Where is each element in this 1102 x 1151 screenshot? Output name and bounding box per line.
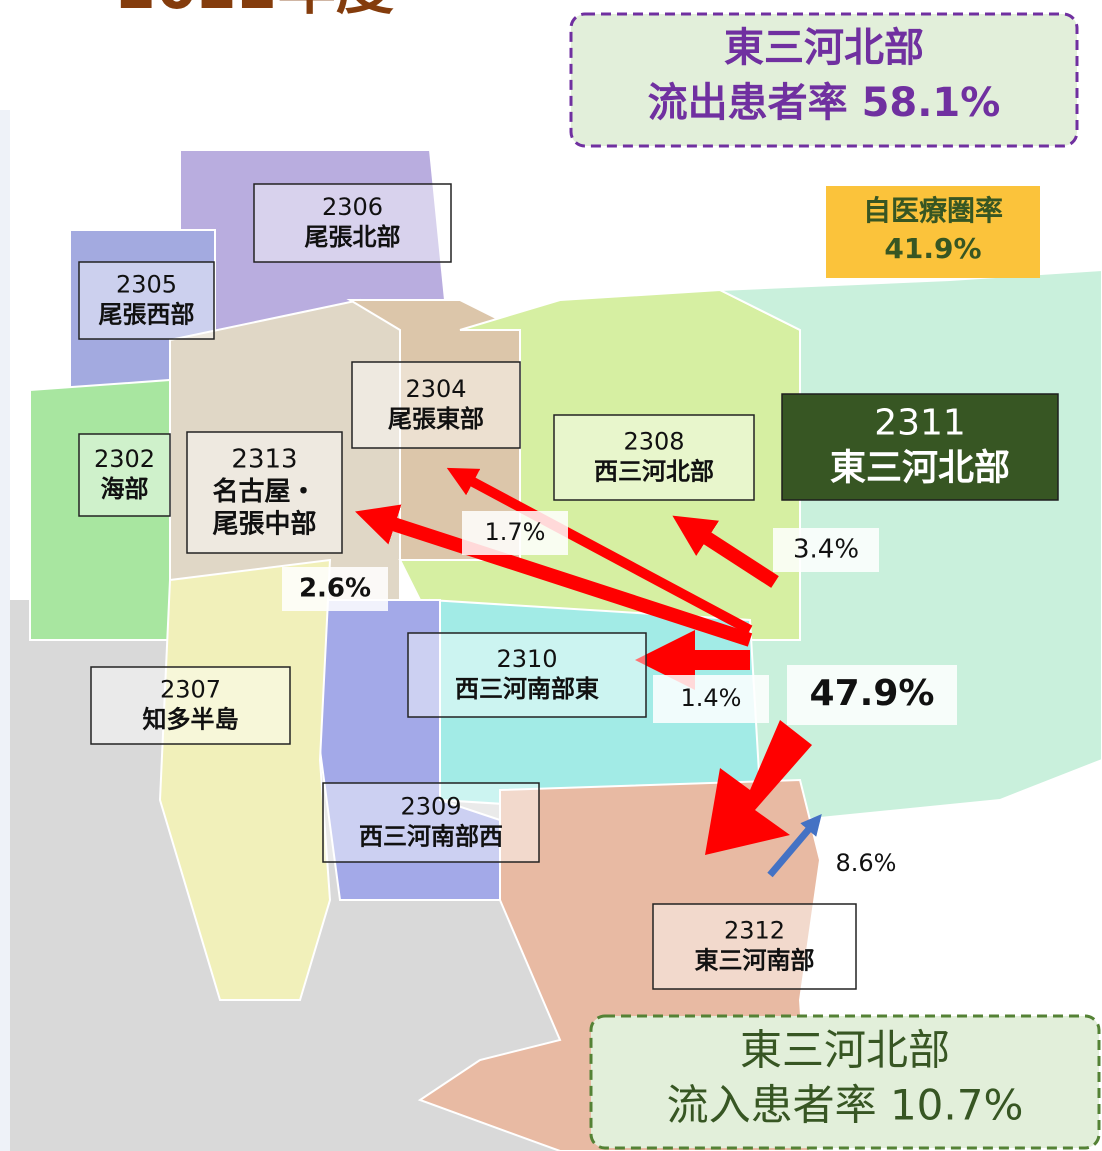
area-code: 2305 <box>116 271 177 299</box>
area-box <box>351 361 521 449</box>
area-box <box>253 183 452 263</box>
inflow-label: 流入患者率 10.7% <box>667 1081 1024 1130</box>
area-box <box>186 431 343 554</box>
area-box <box>78 433 171 517</box>
area-name: 知多半島 <box>143 706 239 734</box>
area-name: 名古屋・ <box>212 476 316 507</box>
flow-arrow <box>446 467 753 635</box>
flow-arrow <box>355 504 753 647</box>
area-name: 尾張東部 <box>388 405 484 433</box>
flow-arrow-main <box>705 720 812 855</box>
area-name: 尾張西部 <box>99 301 195 329</box>
flow-label-box <box>653 675 769 723</box>
inflow-region: 東三河北部 <box>740 1026 950 1075</box>
outflow-box <box>569 12 1079 148</box>
area-name: 尾張中部 <box>212 510 316 540</box>
area-code: 2306 <box>322 193 383 221</box>
left-strip <box>0 110 10 1151</box>
self-rate-value: 41.9% <box>884 232 981 265</box>
area-name: 東三河北部 <box>830 448 1010 489</box>
area-code: 2312 <box>724 917 785 945</box>
area-box <box>78 261 215 340</box>
flow-label-box <box>282 567 388 611</box>
flow-arrow <box>672 515 779 588</box>
area-box <box>322 782 540 863</box>
inflow-box <box>589 1014 1101 1150</box>
area-code: 2308 <box>623 428 684 456</box>
area-box <box>407 632 647 718</box>
flow-label-box <box>773 528 879 572</box>
self-rate-box <box>826 186 1040 278</box>
area-code: 2304 <box>405 375 466 403</box>
area-code: 2310 <box>496 645 557 673</box>
area-code: 2307 <box>160 676 221 704</box>
area-name: 西三河北部 <box>594 458 714 486</box>
area-code: 2309 <box>400 793 461 821</box>
flow-label: 2.6% <box>299 574 371 604</box>
area-code: 2313 <box>231 445 297 475</box>
outflow-label: 流出患者率 58.1% <box>648 80 1001 126</box>
area-box <box>652 903 857 990</box>
flow-label-box <box>787 665 957 725</box>
area-box <box>781 393 1059 501</box>
inflow-arrow <box>767 813 822 878</box>
flow-label-box <box>462 511 568 555</box>
area-name: 尾張北部 <box>305 223 401 251</box>
area-name: 西三河南部西 <box>359 823 503 851</box>
flow-label: 1.7% <box>485 518 546 546</box>
area-box <box>553 414 755 501</box>
self-rate-label: 自医療圏率 <box>863 194 1003 227</box>
flow-label: 1.4% <box>681 684 742 712</box>
area-name: 西三河南部東 <box>455 675 599 703</box>
area-name: 海部 <box>101 475 149 503</box>
flow-label: 3.4% <box>793 535 859 565</box>
title: 2022年度 <box>116 0 393 22</box>
area-box <box>90 666 291 745</box>
area-name: 東三河南部 <box>695 947 815 975</box>
area-code: 2311 <box>874 403 966 444</box>
area-code: 2302 <box>94 445 155 473</box>
flow-label: 8.6% <box>836 849 897 877</box>
outflow-region: 東三河北部 <box>724 25 924 71</box>
flow-label: 47.9% <box>810 673 935 714</box>
